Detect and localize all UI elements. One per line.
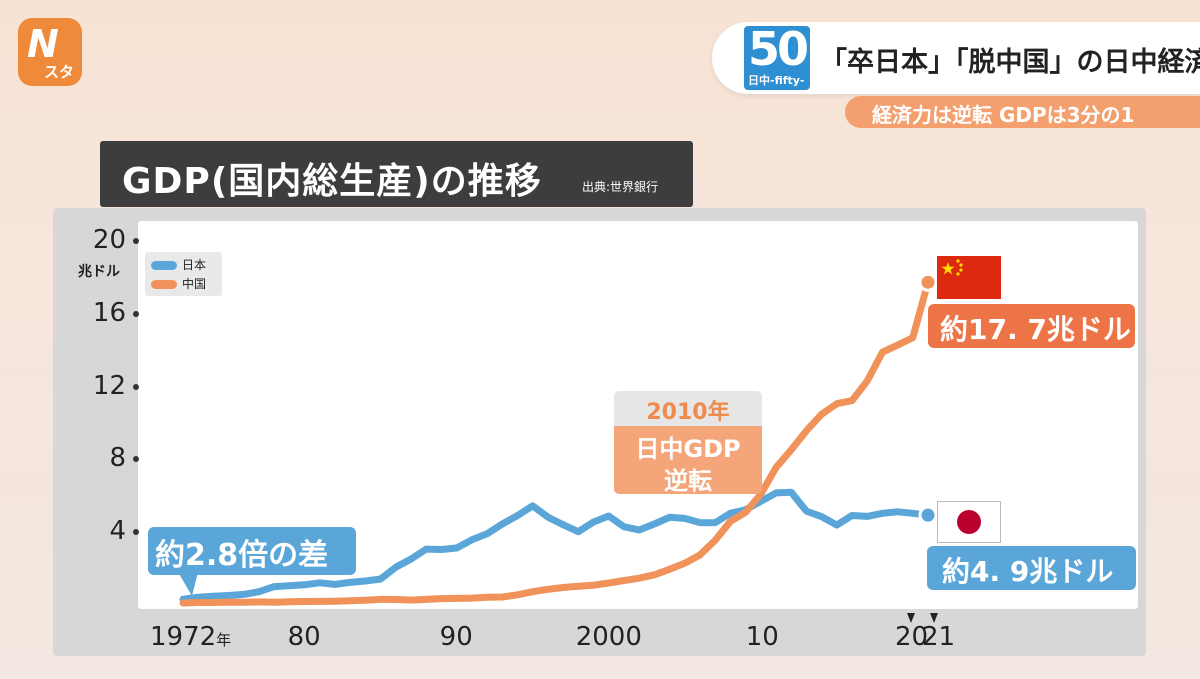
x-tick-label: 80 bbox=[287, 622, 321, 652]
china-value-callout bbox=[928, 304, 1135, 348]
fifty-badge: 50 日中-fifty- bbox=[744, 22, 810, 90]
logo-main: N bbox=[27, 22, 59, 66]
x-tick-label: 90 bbox=[439, 622, 473, 652]
y-tick-label: 20 bbox=[92, 225, 126, 255]
y-tick-dot bbox=[133, 310, 139, 317]
japan-value-text: 約4. 9兆ドル bbox=[942, 555, 1114, 588]
chart-title-box bbox=[100, 141, 693, 207]
legend-china-label: 中国 bbox=[182, 277, 207, 291]
legend-china-swatch bbox=[151, 280, 177, 289]
reversal-text-line1: 日中GDP bbox=[635, 435, 741, 463]
chart-source: 出典:世界銀行 bbox=[582, 180, 659, 194]
legend-japan-swatch bbox=[151, 261, 177, 270]
china-endpoint-marker bbox=[918, 272, 938, 292]
y-tick-dot bbox=[133, 456, 139, 463]
gap-callout-text: 約2.8倍の差 bbox=[155, 538, 329, 573]
y-tick-dot bbox=[133, 383, 139, 390]
reversal-year: 2010年 bbox=[646, 400, 730, 425]
legend-japan-label: 日本 bbox=[182, 258, 207, 272]
gap-callout bbox=[148, 527, 356, 575]
n-suta-logo: N スタ bbox=[18, 18, 82, 86]
badge-number: 50 bbox=[748, 22, 809, 76]
badge-sub: 日中-fifty- bbox=[748, 74, 805, 87]
y-axis-unit: 兆ドル bbox=[78, 264, 120, 280]
banner-title: 「卒日本」「脱中国」の日中経済 bbox=[820, 47, 1200, 78]
japan-flag-icon bbox=[937, 501, 1001, 543]
japan-endpoint-marker bbox=[918, 505, 938, 525]
x-tick-label: 20 bbox=[895, 622, 929, 652]
y-tick-label: 12 bbox=[92, 370, 126, 401]
y-tick-label: 4 bbox=[109, 516, 126, 547]
marker-2021-icon bbox=[930, 613, 938, 623]
y-tick-label: 8 bbox=[109, 443, 126, 474]
chart-title: GDP(国内総生産)の推移 bbox=[122, 161, 542, 202]
sub-banner bbox=[845, 96, 1200, 128]
china-gdp-line bbox=[179, 278, 932, 607]
china-value-text: 約17. 7兆ドル bbox=[940, 313, 1131, 346]
reversal-text-line2: 逆転 bbox=[664, 467, 712, 495]
japan-value-callout bbox=[927, 546, 1136, 590]
sub-banner-text: 経済力は逆転 GDPは3分の1 bbox=[872, 103, 1135, 127]
reversal-box bbox=[614, 426, 762, 494]
japan-gdp-line bbox=[179, 488, 932, 603]
y-tick-dot bbox=[133, 238, 139, 244]
marker-2020-icon bbox=[907, 613, 915, 623]
logo-sub: スタ bbox=[44, 63, 75, 81]
y-tick-dot bbox=[133, 529, 139, 536]
legend: 日本 中国 bbox=[145, 252, 222, 296]
x-tick-label: 10 bbox=[745, 622, 779, 652]
china-flag-icon bbox=[937, 256, 1001, 299]
x-tick-label: 2000 bbox=[575, 622, 642, 652]
reversal-year-box bbox=[614, 391, 762, 426]
y-tick-label: 16 bbox=[92, 297, 126, 328]
x-tick-label: 21 bbox=[922, 622, 956, 652]
x-tick-label: 1972年 bbox=[150, 622, 232, 652]
gap-callout-tail bbox=[178, 572, 198, 596]
